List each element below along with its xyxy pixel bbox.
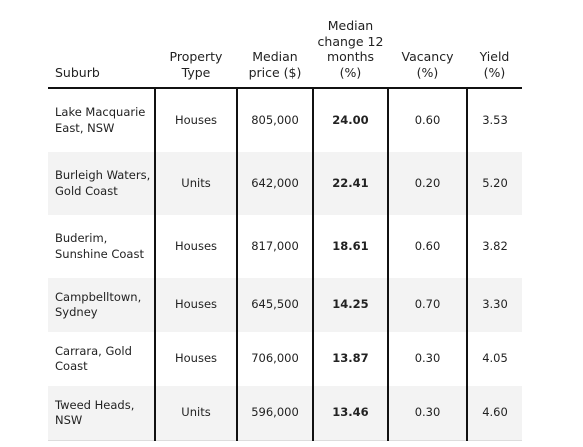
cell-suburb: Tweed Heads, NSW	[48, 386, 155, 441]
cell-vacancy: 0.70	[387, 278, 467, 332]
cell-suburb: Buderim, Sunshine Coast	[55, 231, 144, 261]
cell-median-price: 817,000	[236, 215, 313, 278]
cell-median-price: 805,000	[236, 88, 313, 152]
header-median-price: Median price ($)	[237, 8, 313, 89]
table-header: Suburb Property Type Median price ($) Me…	[48, 8, 522, 89]
table-row: Carrara, Gold Coast Houses 706,000 13.87…	[48, 332, 522, 386]
cell-yield: 5.20	[466, 152, 522, 215]
cell-property-type: Units	[154, 152, 237, 215]
header-property-type: Property Type	[155, 8, 237, 89]
cell-vacancy: 0.60	[387, 88, 467, 152]
cell-property-type: Houses	[154, 332, 237, 386]
header-row: Suburb Property Type Median price ($) Me…	[48, 8, 522, 89]
cell-median-price: 645,500	[236, 278, 313, 332]
cell-median-change: 24.00	[312, 88, 388, 152]
cell-vacancy: 0.30	[387, 386, 467, 441]
table-row: Buderim, Sunshine Coast Houses 817,000 1…	[48, 215, 522, 278]
cell-suburb: Campbelltown, Sydney	[48, 278, 155, 332]
table-row: Campbelltown, Sydney Houses 645,500 14.2…	[48, 278, 522, 332]
cell-suburb: Burleigh Waters, Gold Coast	[48, 152, 155, 215]
suburb-growth-table-container: Suburb Property Type Median price ($) Me…	[48, 8, 522, 441]
header-suburb: Suburb	[48, 8, 155, 89]
cell-vacancy: 0.60	[387, 215, 467, 278]
header-vacancy: Vacancy (%)	[388, 8, 467, 89]
table-row: Tweed Heads, NSW Units 596,000 13.46 0.3…	[48, 386, 522, 441]
cell-median-price: 642,000	[236, 152, 313, 215]
cell-median-change: 14.25	[312, 278, 388, 332]
cell-yield: 4.60	[466, 386, 522, 441]
cell-yield: 4.05	[466, 332, 522, 386]
table-row: Lake Macquarie East, NSW Houses 805,000 …	[48, 88, 522, 152]
cell-median-price: 596,000	[236, 386, 313, 441]
cell-yield: 3.53	[466, 88, 522, 152]
table-row: Burleigh Waters, Gold Coast Units 642,00…	[48, 152, 522, 215]
cell-property-type: Units	[154, 386, 237, 441]
table-body: Lake Macquarie East, NSW Houses 805,000 …	[48, 88, 522, 441]
header-yield: Yield (%)	[467, 8, 522, 89]
cell-suburb: Carrara, Gold Coast	[55, 343, 132, 374]
cell-property-type: Houses	[154, 88, 237, 152]
cell-property-type: Houses	[154, 278, 237, 332]
cell-median-price: 706,000	[236, 332, 313, 386]
cell-median-change: 13.46	[312, 386, 388, 441]
cell-property-type: Houses	[154, 215, 237, 278]
header-median-change: Median change 12 months (%)	[313, 8, 388, 89]
cell-vacancy: 0.20	[387, 152, 467, 215]
cell-median-change: 18.61	[312, 215, 388, 278]
cell-yield: 3.82	[466, 215, 522, 278]
cell-median-change: 13.87	[312, 332, 388, 386]
cell-suburb: Lake Macquarie East, NSW	[55, 105, 146, 135]
cell-yield: 3.30	[466, 278, 522, 332]
suburb-growth-table: Suburb Property Type Median price ($) Me…	[48, 8, 522, 441]
cell-median-change: 22.41	[312, 152, 388, 215]
cell-vacancy: 0.30	[387, 332, 467, 386]
